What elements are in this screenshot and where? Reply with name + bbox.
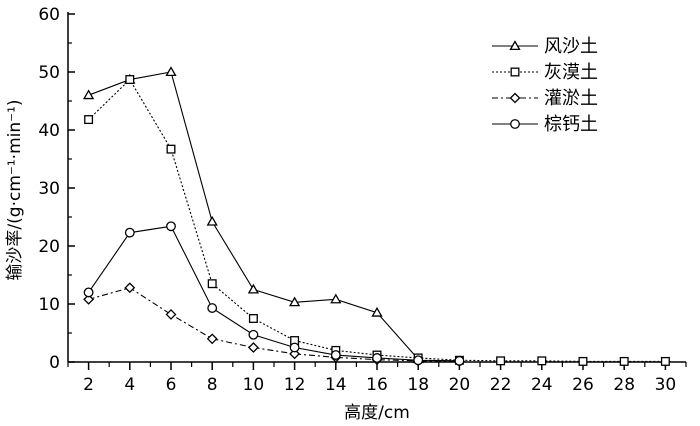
x-tick-label: 26: [572, 375, 594, 395]
x-tick-label: 8: [207, 375, 218, 395]
x-tick-label: 10: [243, 375, 265, 395]
legend-label: 棕钙土: [544, 114, 598, 135]
data-point: [166, 221, 176, 232]
data-point: [330, 350, 341, 360]
data-point: [124, 227, 135, 238]
legend-marker: [510, 119, 520, 129]
data-point: [247, 283, 260, 294]
data-point: [371, 306, 383, 317]
data-point: [82, 89, 95, 100]
x-tick-label: 14: [325, 375, 347, 395]
x-axis-ticks: 2 4 6 8 10 12 14 16 18 20 22 24 26 28 30: [67, 362, 687, 395]
data-point: [165, 66, 177, 77]
data-point: [83, 287, 94, 298]
x-tick-label: 12: [284, 375, 306, 395]
data-point: [537, 356, 547, 366]
data-point: [124, 282, 136, 294]
legend-marker: [509, 40, 521, 51]
legend-marker: [510, 67, 520, 77]
data-point: [206, 215, 218, 226]
data-point: [207, 279, 217, 289]
x-tick-label: 20: [449, 375, 471, 395]
x-tick-label: 6: [166, 375, 177, 395]
x-tick-label: 18: [407, 375, 429, 395]
x-axis-label: 高度/cm: [344, 403, 410, 423]
y-tick-label: 0: [49, 353, 60, 373]
y-axis-ticks: 0 10 20 30 40 50 60: [38, 5, 75, 373]
data-point: [660, 356, 670, 366]
x-tick-label: 2: [83, 375, 94, 395]
data-point: [248, 329, 259, 340]
legend-label: 风沙土: [544, 36, 598, 57]
x-tick-label: 30: [655, 375, 677, 395]
y-tick-label: 50: [38, 63, 60, 83]
data-point: [454, 355, 465, 366]
y-tick-label: 40: [38, 121, 60, 141]
data-point: [413, 355, 424, 366]
data-point: [165, 309, 177, 320]
series-line: [88, 287, 460, 362]
data-point: [496, 356, 506, 366]
data-point: [207, 303, 218, 313]
y-tick-label: 60: [38, 5, 60, 25]
data-point: [125, 75, 135, 85]
data-point: [83, 293, 95, 305]
legend-marker: [509, 92, 521, 104]
x-tick-label: 22: [490, 375, 512, 395]
x-tick-label: 16: [366, 375, 388, 395]
data-point: [619, 356, 629, 366]
data-point: [288, 296, 301, 307]
legend-label: 灌淤土: [544, 88, 598, 109]
series-circle: [83, 221, 465, 366]
y-tick-label: 20: [38, 237, 60, 257]
data-point: [248, 314, 258, 323]
legend-label: 灰漠土: [544, 62, 598, 83]
x-tick-label: 28: [613, 375, 635, 395]
series-line: [88, 78, 666, 362]
data-point: [206, 333, 218, 345]
data-point: [578, 356, 588, 366]
data-point: [289, 342, 300, 353]
data-point: [166, 144, 176, 154]
y-tick-label: 10: [38, 295, 60, 315]
y-axis-label: 输沙率/(g·cm⁻¹·min⁻¹): [5, 99, 25, 280]
data-point: [247, 342, 259, 353]
series-line: [88, 225, 460, 362]
data-point: [372, 353, 382, 363]
y-tick-label: 30: [38, 179, 60, 199]
series-layer: [82, 66, 670, 367]
data-point: [84, 115, 94, 125]
x-tick-label: 4: [124, 375, 135, 395]
x-tick-label: 24: [531, 375, 553, 395]
data-point: [330, 293, 342, 304]
